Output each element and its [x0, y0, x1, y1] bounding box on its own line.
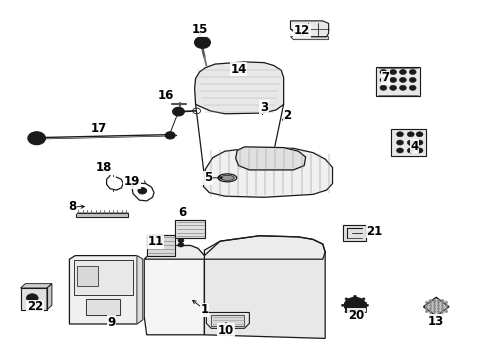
Polygon shape: [175, 220, 205, 238]
Polygon shape: [375, 67, 419, 96]
Circle shape: [165, 132, 175, 139]
Text: 12: 12: [293, 24, 310, 37]
Text: 1: 1: [200, 303, 208, 316]
Text: 22: 22: [27, 300, 43, 313]
Circle shape: [408, 85, 415, 90]
Polygon shape: [194, 62, 283, 114]
Text: 11: 11: [147, 235, 163, 248]
Polygon shape: [203, 148, 332, 197]
Polygon shape: [69, 256, 142, 324]
Circle shape: [396, 140, 403, 145]
Polygon shape: [235, 147, 305, 170]
Circle shape: [399, 85, 406, 90]
Polygon shape: [206, 312, 249, 328]
Circle shape: [197, 39, 207, 46]
Circle shape: [344, 298, 347, 300]
Circle shape: [178, 238, 183, 243]
Circle shape: [362, 298, 365, 300]
Polygon shape: [211, 315, 244, 326]
Polygon shape: [146, 235, 175, 256]
Text: 15: 15: [191, 23, 207, 36]
Polygon shape: [343, 225, 365, 241]
Ellipse shape: [220, 175, 234, 180]
Text: 20: 20: [347, 309, 364, 322]
Circle shape: [399, 77, 406, 82]
Circle shape: [396, 148, 403, 153]
Text: 21: 21: [366, 225, 382, 238]
Polygon shape: [76, 213, 128, 217]
Circle shape: [389, 85, 396, 90]
Circle shape: [399, 69, 406, 75]
Circle shape: [351, 303, 357, 307]
Text: 8: 8: [68, 200, 76, 213]
Text: 2: 2: [283, 109, 291, 122]
Circle shape: [415, 148, 422, 153]
Ellipse shape: [218, 174, 236, 182]
Polygon shape: [20, 288, 47, 310]
Circle shape: [389, 69, 396, 75]
Text: 17: 17: [90, 122, 107, 135]
Circle shape: [365, 304, 368, 306]
Polygon shape: [290, 21, 328, 37]
Circle shape: [415, 132, 422, 137]
Polygon shape: [204, 236, 325, 338]
Text: 18: 18: [95, 161, 112, 174]
Circle shape: [341, 304, 344, 306]
Text: 10: 10: [217, 324, 234, 337]
Circle shape: [379, 85, 386, 90]
Circle shape: [407, 132, 413, 137]
Text: 6: 6: [178, 206, 185, 219]
Text: 5: 5: [203, 171, 211, 184]
Circle shape: [194, 37, 210, 48]
Circle shape: [389, 77, 396, 82]
Polygon shape: [423, 297, 448, 316]
Circle shape: [28, 132, 45, 145]
Text: 16: 16: [158, 89, 174, 102]
Text: 7: 7: [381, 71, 388, 84]
Text: 9: 9: [107, 316, 115, 329]
Polygon shape: [390, 129, 426, 156]
Circle shape: [379, 69, 386, 75]
Polygon shape: [74, 260, 133, 295]
Circle shape: [140, 189, 144, 193]
Circle shape: [408, 69, 415, 75]
Polygon shape: [144, 246, 204, 335]
Polygon shape: [20, 284, 52, 288]
Polygon shape: [137, 256, 142, 324]
Circle shape: [347, 300, 361, 310]
Text: 4: 4: [410, 140, 418, 153]
Polygon shape: [144, 236, 325, 259]
Circle shape: [344, 297, 365, 313]
Circle shape: [353, 295, 356, 297]
Polygon shape: [77, 266, 98, 286]
Text: 14: 14: [230, 63, 246, 76]
Polygon shape: [47, 284, 52, 310]
Polygon shape: [85, 299, 120, 315]
Text: 3: 3: [260, 101, 267, 114]
Text: 19: 19: [123, 175, 140, 188]
Circle shape: [408, 77, 415, 82]
Circle shape: [379, 77, 386, 82]
Circle shape: [26, 294, 38, 302]
Circle shape: [138, 188, 146, 194]
Circle shape: [344, 311, 347, 313]
Circle shape: [415, 140, 422, 145]
Text: 13: 13: [427, 315, 444, 328]
Circle shape: [172, 107, 184, 116]
Circle shape: [353, 313, 356, 315]
Circle shape: [407, 148, 413, 153]
Circle shape: [362, 311, 365, 313]
Circle shape: [407, 140, 413, 145]
Polygon shape: [290, 37, 328, 40]
Circle shape: [396, 132, 403, 137]
Circle shape: [178, 243, 183, 247]
